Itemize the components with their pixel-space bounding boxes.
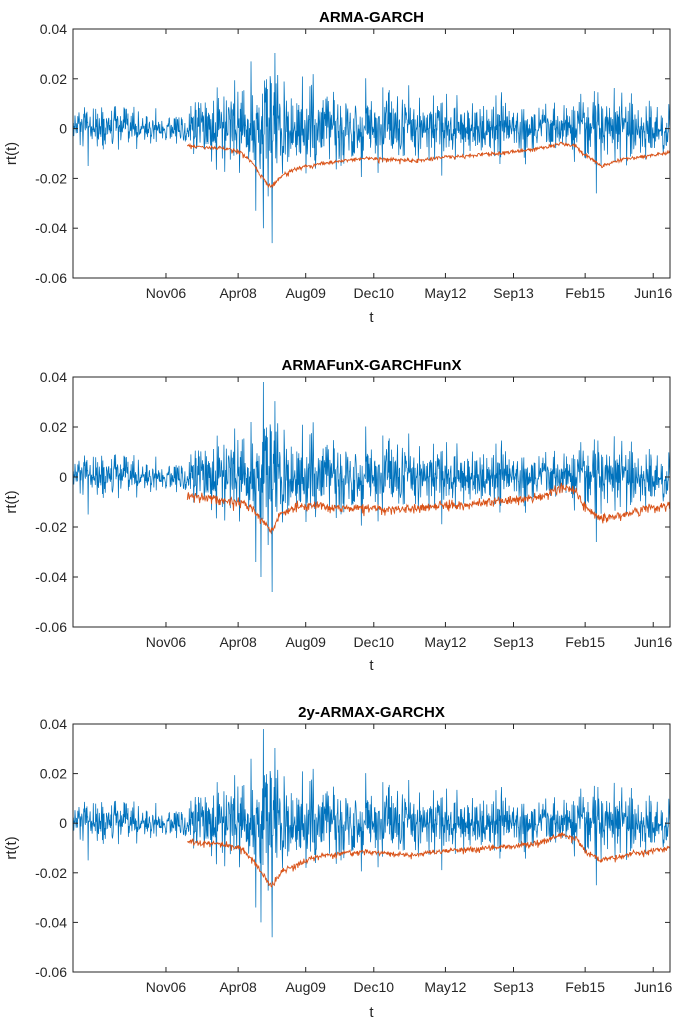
y-tick-label: -0.04 bbox=[35, 569, 67, 585]
plot-area bbox=[73, 381, 670, 593]
x-tick-label: Feb15 bbox=[565, 979, 605, 995]
plot-area bbox=[73, 53, 670, 244]
chart-title: ARMA-GARCH bbox=[319, 9, 424, 26]
y-tick-label: 0 bbox=[59, 469, 67, 485]
x-axis-label: t bbox=[369, 657, 374, 674]
x-tick-label: Sep13 bbox=[493, 285, 534, 301]
y-tick-label: 0.02 bbox=[40, 419, 67, 435]
x-tick-label: Apr08 bbox=[219, 634, 257, 650]
x-tick-label: Aug09 bbox=[285, 634, 326, 650]
x-tick-label: Aug09 bbox=[285, 285, 326, 301]
x-tick-label: May12 bbox=[424, 634, 466, 650]
x-tick-label: Sep13 bbox=[493, 634, 534, 650]
x-tick-label: Feb15 bbox=[565, 634, 605, 650]
y-tick-label: -0.02 bbox=[35, 519, 67, 535]
y-tick-label: 0.04 bbox=[40, 716, 67, 732]
y-tick-label: 0.04 bbox=[40, 369, 67, 385]
plot-area bbox=[73, 728, 670, 938]
chart-panel-3: 2y-ARMAX-GARCHX rt(t) t 0.04 0.02 0 -0.02 -0.04… bbox=[3, 704, 673, 1021]
x-tick-label: Apr08 bbox=[219, 979, 257, 995]
y-axis-label: rt(t) bbox=[3, 142, 20, 165]
x-tick-label: Jun16 bbox=[634, 634, 672, 650]
x-tick-label: Dec10 bbox=[354, 285, 395, 301]
y-tick-label: -0.02 bbox=[35, 865, 67, 881]
y-tick-label: -0.06 bbox=[35, 619, 67, 635]
chart-panel-2: ARMAFunX-GARCHFunX rt(t) t 0.04 0.02 0 -0.02 -0… bbox=[3, 357, 673, 674]
y-tick-label: 0.02 bbox=[40, 766, 67, 782]
y-tick-label: -0.04 bbox=[35, 220, 67, 236]
x-tick-label: Nov06 bbox=[146, 634, 187, 650]
axes-box bbox=[72, 723, 671, 973]
series-returns-line bbox=[73, 381, 670, 593]
y-axis-label: rt(t) bbox=[3, 490, 20, 513]
series-var-line bbox=[186, 482, 670, 535]
y-tick-label: -0.06 bbox=[35, 270, 67, 286]
y-tick-label: -0.04 bbox=[35, 914, 67, 930]
chart-title: ARMAFunX-GARCHFunX bbox=[282, 357, 462, 374]
x-tick-label: Nov06 bbox=[146, 285, 187, 301]
x-axis-label: t bbox=[369, 1004, 374, 1021]
x-tick-label: Feb15 bbox=[565, 285, 605, 301]
chart-panel-1: ARMA-GARCH rt(t) t 0.04 0.02 0 -0.02 -0.04 -0.06… bbox=[3, 9, 673, 326]
x-tick-label: Nov06 bbox=[146, 979, 187, 995]
x-tick-label: Sep13 bbox=[493, 979, 534, 995]
y-axis-label: rt(t) bbox=[3, 836, 20, 859]
x-tick-label: May12 bbox=[424, 979, 466, 995]
y-tick-label: -0.02 bbox=[35, 170, 67, 186]
series-var-line bbox=[186, 141, 670, 189]
x-tick-label: Apr08 bbox=[219, 285, 257, 301]
axes-box bbox=[72, 376, 671, 628]
x-tick-label: Dec10 bbox=[354, 979, 395, 995]
x-tick-label: Dec10 bbox=[354, 634, 395, 650]
axes-box bbox=[72, 28, 671, 279]
series-returns-line bbox=[73, 728, 670, 938]
x-tick-label: Jun16 bbox=[634, 285, 672, 301]
series-returns-line bbox=[73, 53, 670, 244]
chart-title: 2y-ARMAX-GARCHX bbox=[298, 704, 445, 721]
x-axis-label: t bbox=[369, 309, 374, 326]
y-tick-label: -0.06 bbox=[35, 964, 67, 980]
y-tick-label: 0.02 bbox=[40, 71, 67, 87]
y-tick-label: 0 bbox=[59, 815, 67, 831]
y-tick-label: 0.04 bbox=[40, 21, 67, 37]
x-tick-label: Jun16 bbox=[634, 979, 672, 995]
y-tick-label: 0 bbox=[59, 121, 67, 137]
x-tick-label: Aug09 bbox=[285, 979, 326, 995]
x-tick-label: May12 bbox=[424, 285, 466, 301]
series-var-line bbox=[187, 831, 670, 888]
